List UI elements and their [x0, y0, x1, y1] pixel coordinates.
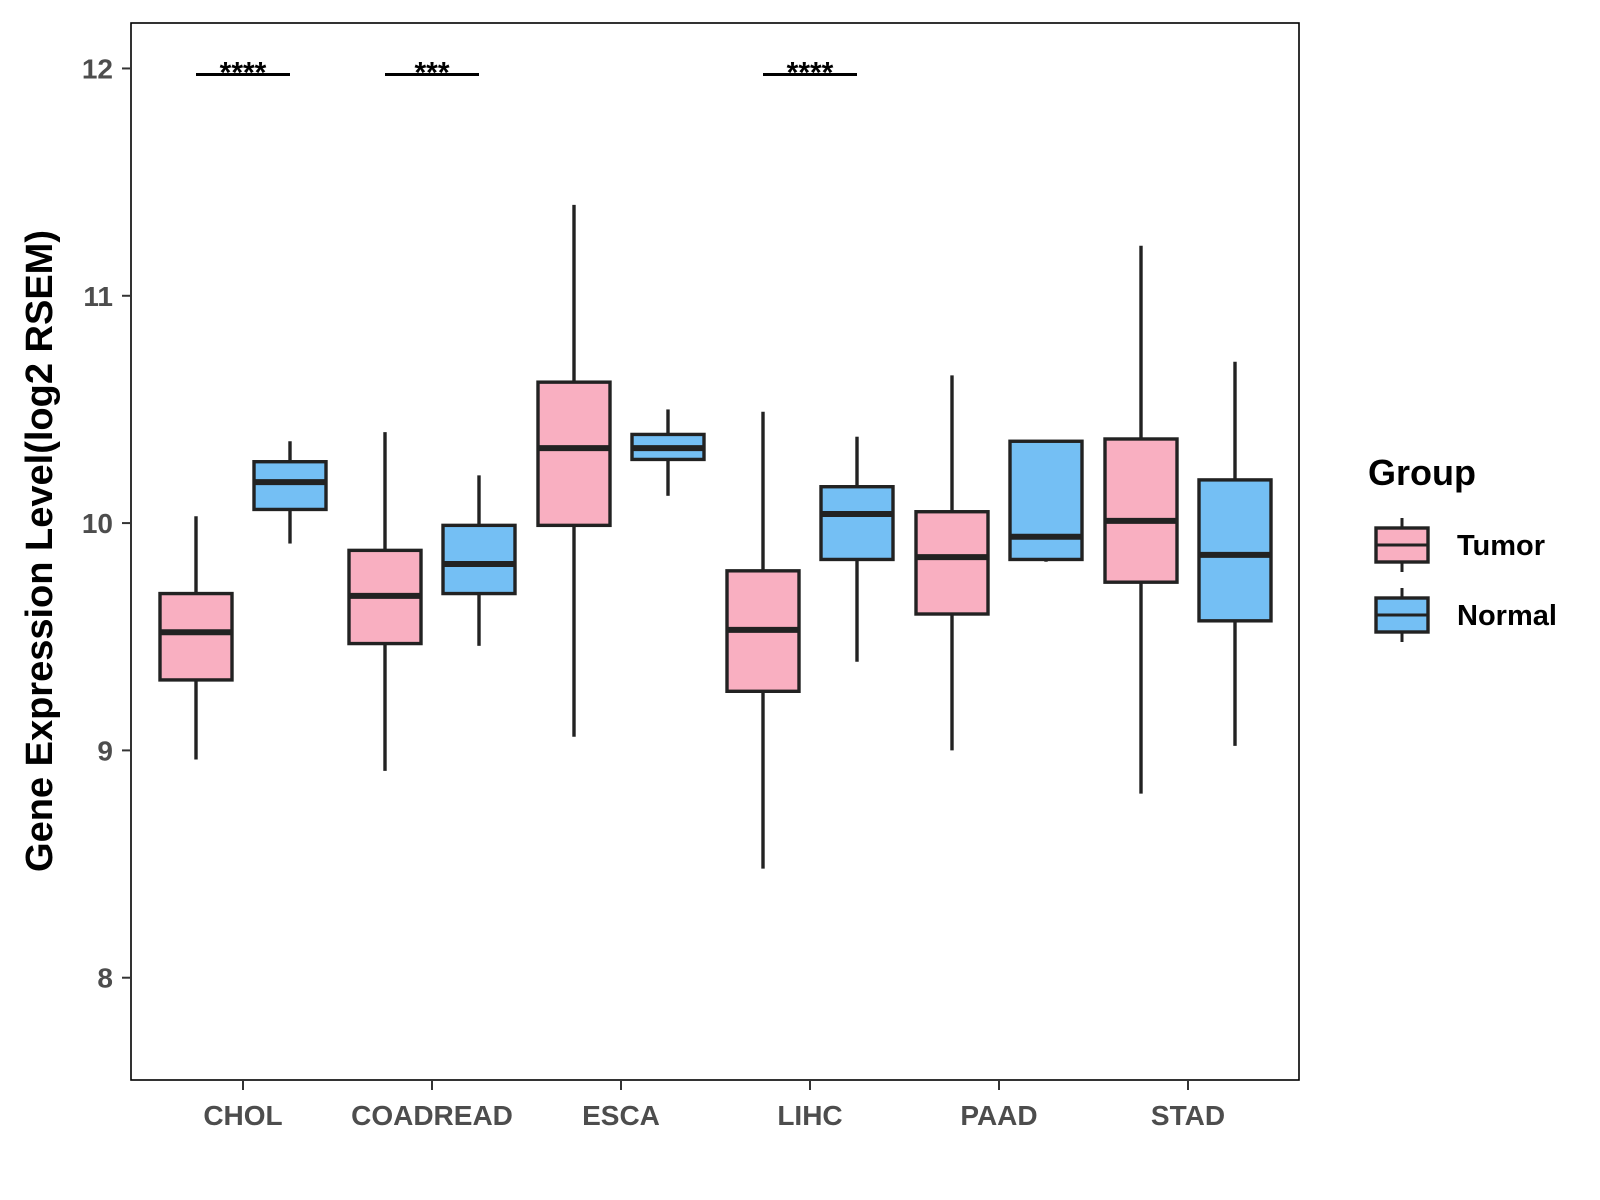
x-axis: CHOL COADREAD ESCA LIHC PAAD STAD	[203, 1080, 1225, 1131]
box-body	[1103, 437, 1179, 584]
box-normal-coadread	[441, 475, 517, 646]
y-tick-label: 10	[82, 508, 113, 539]
box-tumor-chol	[158, 516, 234, 760]
box-normal-esca	[630, 409, 706, 496]
significance-annotations: **** *** ****	[196, 56, 857, 89]
box-body	[914, 510, 990, 616]
legend-item-tumor: Tumor	[1374, 518, 1545, 572]
x-tick-label: COADREAD	[351, 1100, 513, 1131]
box-body	[1008, 439, 1084, 562]
box-tumor-paad	[914, 375, 990, 751]
y-axis-title: Gene Expression Level(log2 RSEM)	[19, 230, 61, 872]
box-body	[252, 460, 328, 512]
y-tick-label: 8	[97, 963, 113, 994]
significance-label: ****	[787, 56, 834, 89]
x-tick-label: CHOL	[203, 1100, 282, 1131]
box-body	[1197, 478, 1273, 623]
box-tumor-esca	[536, 204, 612, 737]
legend-title: Group	[1368, 452, 1476, 493]
box-body	[158, 591, 234, 682]
y-tick-label: 12	[82, 53, 113, 84]
box-tumor-coadread	[347, 432, 423, 771]
box-normal-paad	[1008, 439, 1084, 562]
x-tick-label: STAD	[1151, 1100, 1225, 1131]
box-normal-lihc	[819, 436, 895, 662]
significance-label: ****	[220, 56, 267, 89]
legend-label: Tumor	[1457, 530, 1545, 562]
x-tick-label: ESCA	[582, 1100, 660, 1131]
significance-label: ***	[414, 56, 449, 89]
y-tick-label: 9	[97, 735, 113, 766]
box-tumor-lihc	[725, 411, 801, 869]
box-normal-chol	[252, 441, 328, 544]
box-body	[819, 485, 895, 562]
y-axis: 8 9 10 11 12	[82, 53, 131, 994]
box-normal-stad	[1197, 361, 1273, 746]
box-body	[536, 380, 612, 528]
box-series	[158, 204, 1273, 869]
legend-label: Normal	[1457, 600, 1557, 632]
box-body	[441, 523, 517, 596]
y-tick-label: 11	[83, 281, 113, 312]
legend: Group Tumor Normal	[1368, 452, 1557, 642]
x-tick-label: LIHC	[777, 1100, 842, 1131]
legend-item-normal: Normal	[1374, 588, 1557, 642]
x-tick-label: PAAD	[960, 1100, 1037, 1131]
box-tumor-stad	[1103, 245, 1179, 794]
